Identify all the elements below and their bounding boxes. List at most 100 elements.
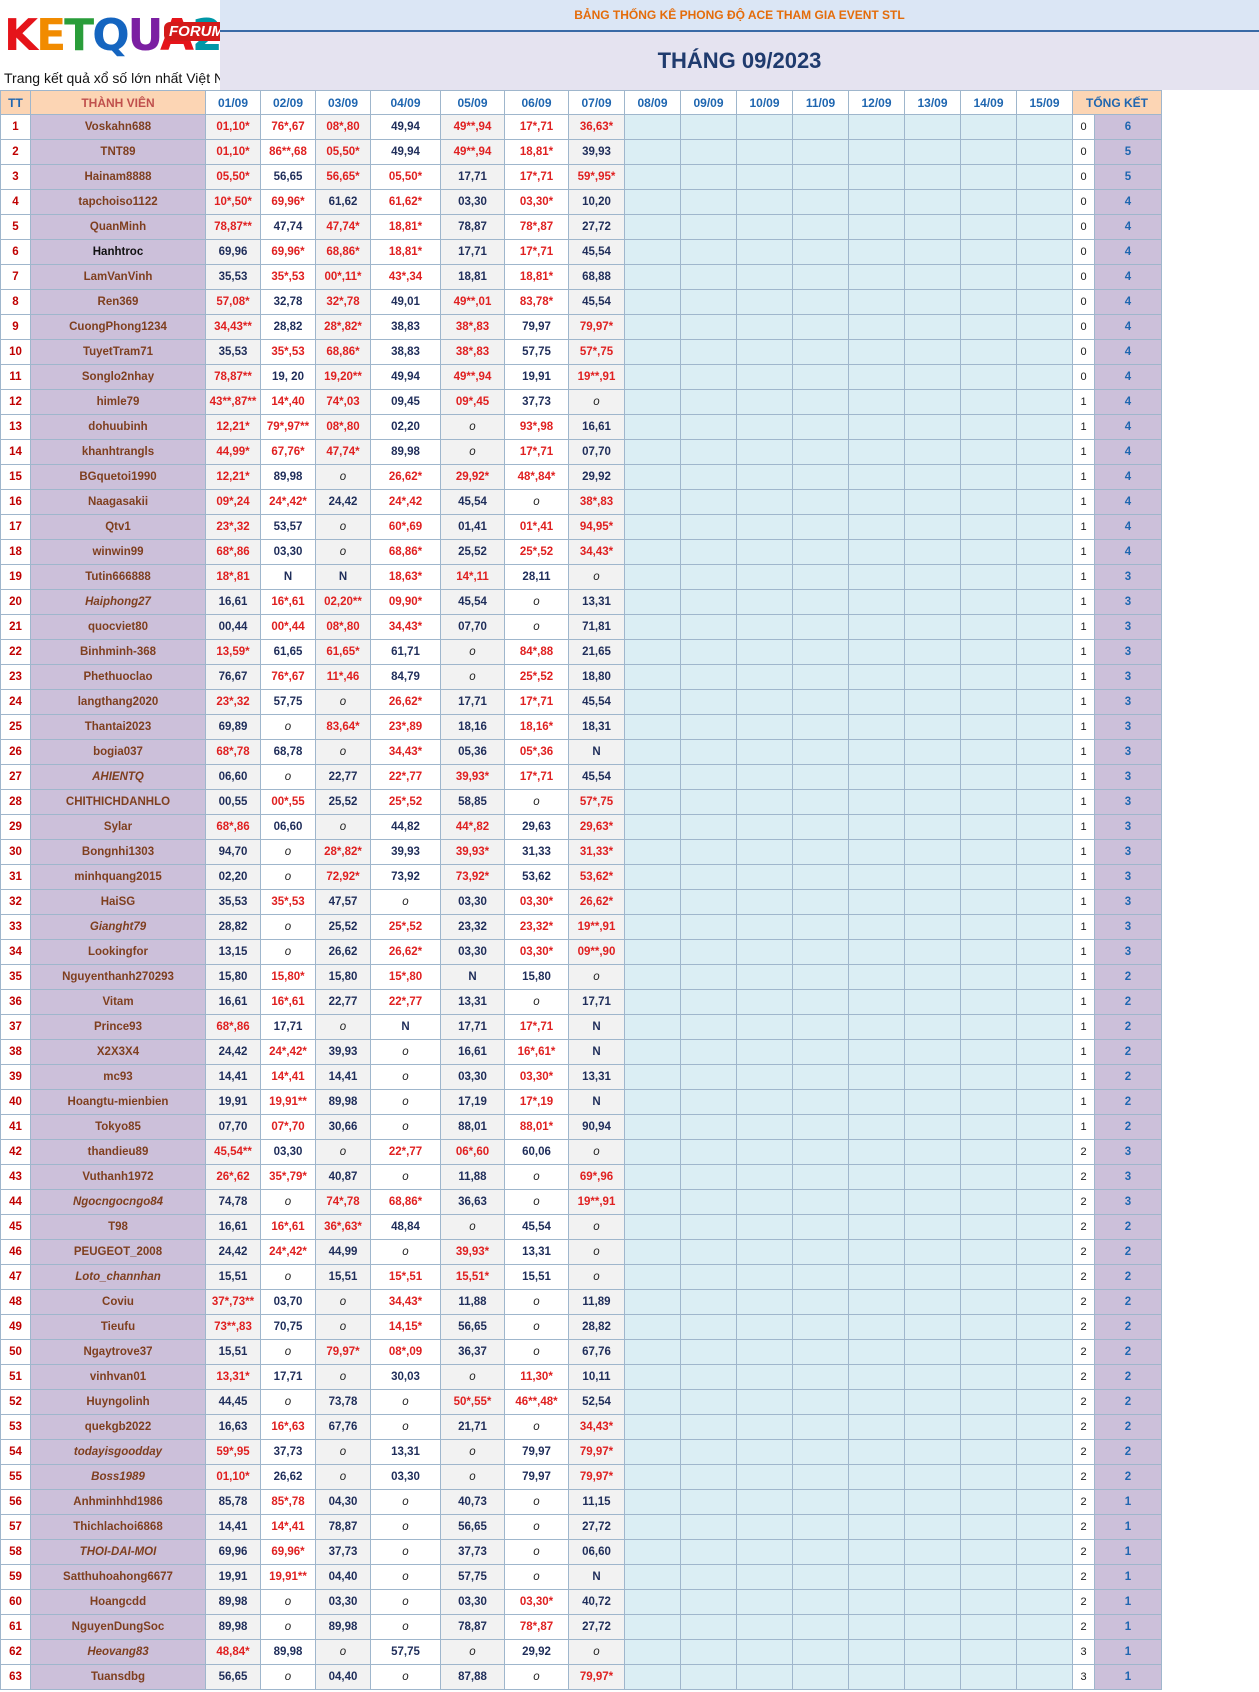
day-cell [904,1614,961,1640]
member-name[interactable]: Hoangcdd [30,1589,206,1615]
member-name[interactable]: Phethuoclao [30,664,206,690]
day-cell [848,889,905,915]
member-name[interactable]: Coviu [30,1289,206,1315]
day-cell [736,1039,793,1065]
member-name[interactable]: mc93 [30,1064,206,1090]
member-name[interactable]: Sylar [30,814,206,840]
member-name[interactable]: vinhvan01 [30,1364,206,1390]
member-name[interactable]: Tutin666888 [30,564,206,590]
member-name[interactable]: Vitam [30,989,206,1015]
member-name[interactable]: Ngocngocngo84 [30,1189,206,1215]
day-cell [960,614,1017,640]
day-cell: 35*,53 [260,339,316,365]
member-name[interactable]: CHITHICHDANHLO [30,789,206,815]
member-name[interactable]: Haiphong27 [30,589,206,615]
day-cell [960,1264,1017,1290]
member-name[interactable]: T98 [30,1214,206,1240]
day-cell [848,789,905,815]
day-cell [960,1614,1017,1640]
day-cell [1016,764,1073,790]
header-row: TT THÀNH VIÊN 01/09 02/09 03/09 04/09 05/09 06/… [0,90,1162,115]
member-name[interactable]: Hanhtroc [30,239,206,265]
member-name[interactable]: Thichlachoi6868 [30,1514,206,1540]
day-cell: 47,74 [260,214,316,240]
member-name[interactable]: X2X3X4 [30,1039,206,1065]
member-name[interactable]: BGquetoi1990 [30,464,206,490]
day-cell [904,739,961,765]
member-name[interactable]: himle79 [30,389,206,415]
score-col-1: 0 [1072,314,1095,340]
member-name[interactable]: Tokyo85 [30,1114,206,1140]
day-cell [1016,1114,1073,1140]
member-name[interactable]: Loto_channhan [30,1264,206,1290]
member-name[interactable]: Voskahn688 [30,114,206,140]
member-name[interactable]: quekgb2022 [30,1414,206,1440]
day-cell [736,1439,793,1465]
day-cell [960,539,1017,565]
member-name[interactable]: TuyetTram71 [30,339,206,365]
day-cell: 03,30 [315,1589,371,1615]
member-name[interactable]: langthang2020 [30,689,206,715]
site-logo[interactable]: KETQUA2 FORUM Trang kết quả xổ số lớn nh… [0,0,220,90]
member-name[interactable]: Vuthanh1972 [30,1164,206,1190]
member-name[interactable]: quocviet80 [30,614,206,640]
day-cell [736,564,793,590]
day-cell [848,239,905,265]
member-name[interactable]: Lookingfor [30,939,206,965]
member-name[interactable]: thandieu89 [30,1139,206,1165]
member-name[interactable]: Anhminhhd1986 [30,1489,206,1515]
member-name[interactable]: Huyngolinh [30,1389,206,1415]
day-cell: 17*,19 [504,1089,569,1115]
day-cell [792,614,849,640]
member-name[interactable]: Naagasakii [30,489,206,515]
member-name[interactable]: HaiSG [30,889,206,915]
member-name[interactable]: todayisgoodday [30,1439,206,1465]
day-cell [792,1389,849,1415]
row-number: 1 [0,114,31,140]
member-name[interactable]: winwin99 [30,539,206,565]
day-cell: 19, 20 [260,364,316,390]
member-name[interactable]: tapchoiso1122 [30,189,206,215]
member-name[interactable]: Ngaytrove37 [30,1339,206,1365]
day-cell: 26*,62 [205,1164,261,1190]
member-name[interactable]: AHIENTQ [30,764,206,790]
day-cell: 49,94 [370,364,441,390]
member-name[interactable]: dohuubinh [30,414,206,440]
member-name[interactable]: Tuansdbg [30,1664,206,1690]
member-name[interactable]: THOI-DAI-MOI [30,1539,206,1565]
member-name[interactable]: NguyenDungSoc [30,1614,206,1640]
member-name[interactable]: Ren369 [30,289,206,315]
day-cell [960,1464,1017,1490]
day-cell: 35,53 [205,264,261,290]
score-col-2: 4 [1094,514,1162,540]
member-name[interactable]: PEUGEOT_2008 [30,1239,206,1265]
member-name[interactable]: Binhminh-368 [30,639,206,665]
member-name[interactable]: khanhtrangls [30,439,206,465]
member-name[interactable]: Tieufu [30,1314,206,1340]
member-name[interactable]: Nguyenthanh270293 [30,964,206,990]
member-name[interactable]: minhquang2015 [30,864,206,890]
member-name[interactable]: Songlo2nhay [30,364,206,390]
day-cell: 36,37 [440,1339,505,1365]
member-name[interactable]: bogia037 [30,739,206,765]
member-name[interactable]: Satthuhoahong6677 [30,1564,206,1590]
member-name[interactable]: Thantai2023 [30,714,206,740]
member-name[interactable]: TNT89 [30,139,206,165]
day-cell [848,1239,905,1265]
member-name[interactable]: Heovang83 [30,1639,206,1665]
day-cell [680,114,737,140]
member-name[interactable]: QuanMinh [30,214,206,240]
member-name[interactable]: Gianght79 [30,914,206,940]
member-name[interactable]: Hoangtu-mienbien [30,1089,206,1115]
row-number: 52 [0,1389,31,1415]
member-name[interactable]: CuongPhong1234 [30,314,206,340]
member-name[interactable]: Boss1989 [30,1464,206,1490]
member-name[interactable]: LamVanVinh [30,264,206,290]
member-name[interactable]: Qtv1 [30,514,206,540]
member-name[interactable]: Bongnhi1303 [30,839,206,865]
day-cell [848,214,905,240]
day-cell [960,714,1017,740]
day-cell: 18,81* [370,214,441,240]
member-name[interactable]: Prince93 [30,1014,206,1040]
member-name[interactable]: Hainam8888 [30,164,206,190]
